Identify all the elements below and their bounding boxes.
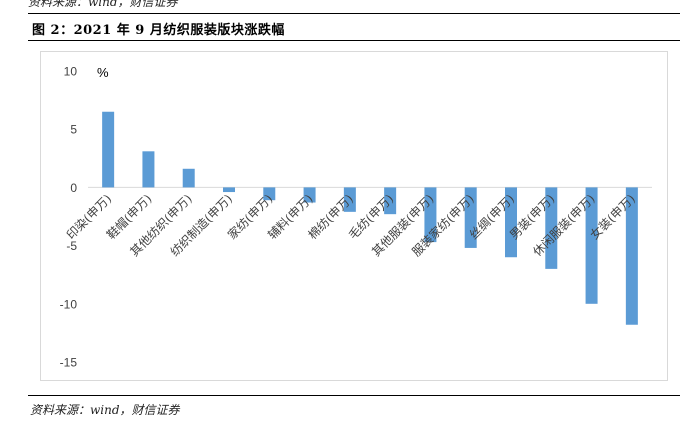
top-source-note: 资料来源：wind，财信证券 xyxy=(28,0,178,9)
bar xyxy=(343,187,356,212)
y-tick-label: -10 xyxy=(60,297,78,311)
y-tick-label: -15 xyxy=(60,356,78,370)
bar xyxy=(142,151,155,188)
bar xyxy=(102,111,115,188)
bar xyxy=(424,187,437,243)
bar xyxy=(585,187,598,304)
bar xyxy=(263,187,276,201)
bar xyxy=(545,187,558,269)
bar xyxy=(505,187,517,258)
y-tick-label: 5 xyxy=(70,123,77,137)
y-tick-label: 0 xyxy=(70,181,77,195)
source-note: 资料来源：wind，财信证券 xyxy=(30,403,180,417)
y-unit-label: % xyxy=(97,65,109,80)
bar xyxy=(384,187,397,215)
bar xyxy=(625,187,638,325)
y-tick-label: -5 xyxy=(66,239,77,253)
bar xyxy=(182,168,195,188)
figure-title: 图 2：2021 年 9 月纺织服装版块涨跌幅 xyxy=(32,23,285,38)
figure-title-bar: 图 2：2021 年 9 月纺织服装版块涨跌幅 xyxy=(28,13,680,41)
bar xyxy=(223,187,235,193)
bar xyxy=(303,187,316,203)
y-tick-label: 10 xyxy=(64,65,78,79)
chart-frame xyxy=(40,51,668,381)
bar xyxy=(464,187,477,248)
bar-chart: 1050-5-10-15%印染(申万)鞋帽(申万)其他纺织(申万)纺织制造(申万… xyxy=(60,65,652,370)
bottom-rule xyxy=(28,395,680,396)
